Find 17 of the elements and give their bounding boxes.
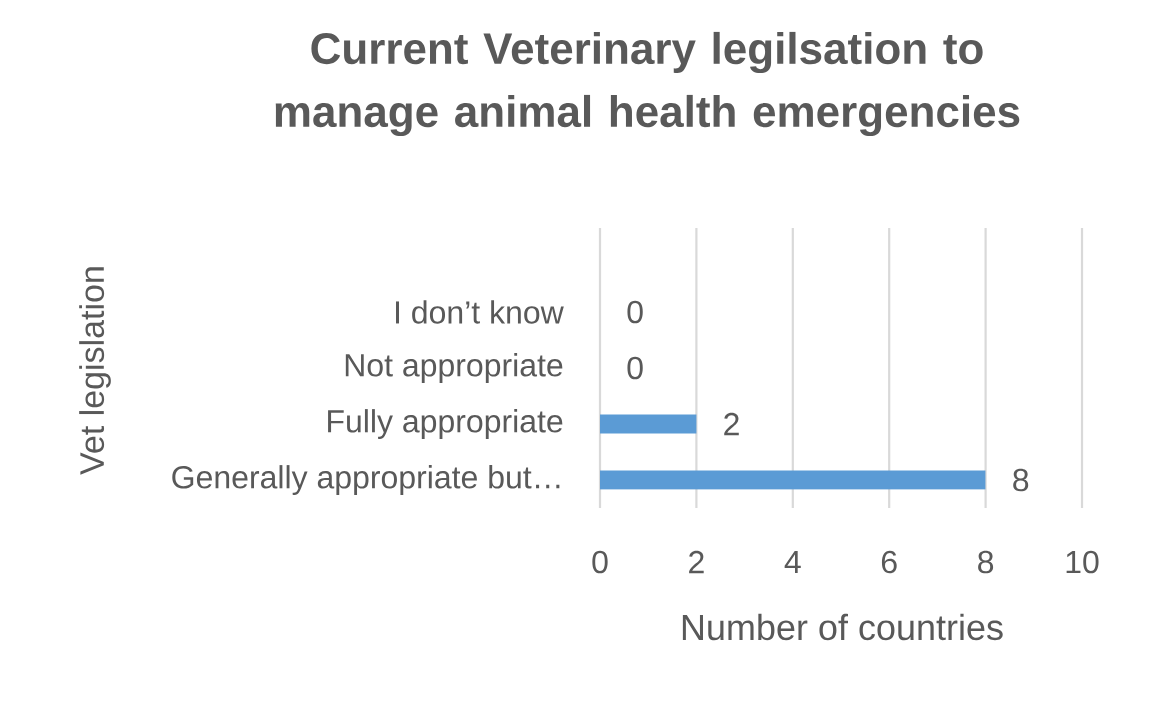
x-tick-label: 10 xyxy=(1066,550,1099,574)
y-tick-label: I don’t know xyxy=(395,300,564,324)
data-label: 0 xyxy=(627,356,643,380)
data-label: 0 xyxy=(627,300,643,324)
x-tick-label: 8 xyxy=(978,550,994,574)
x-tick-label: 2 xyxy=(689,550,704,574)
chart-title: Current Veterinary legilsation to manage animal health emergencies xyxy=(275,31,1020,137)
x-tick-label: 6 xyxy=(881,550,897,574)
x-tick-label: 4 xyxy=(784,551,801,574)
y-axis-title: Vet legislation xyxy=(79,267,111,475)
y-tick-label: Fully appropriate xyxy=(328,409,563,439)
y-tick-label: Not appropriate xyxy=(345,353,563,383)
data-label: 8 xyxy=(1013,468,1029,492)
y-tick-label: Generally appropriate but… xyxy=(172,465,560,495)
x-axis-title: Number of countries xyxy=(682,613,1003,641)
data-label: 2 xyxy=(724,412,739,436)
x-tick-label: 0 xyxy=(592,550,608,574)
